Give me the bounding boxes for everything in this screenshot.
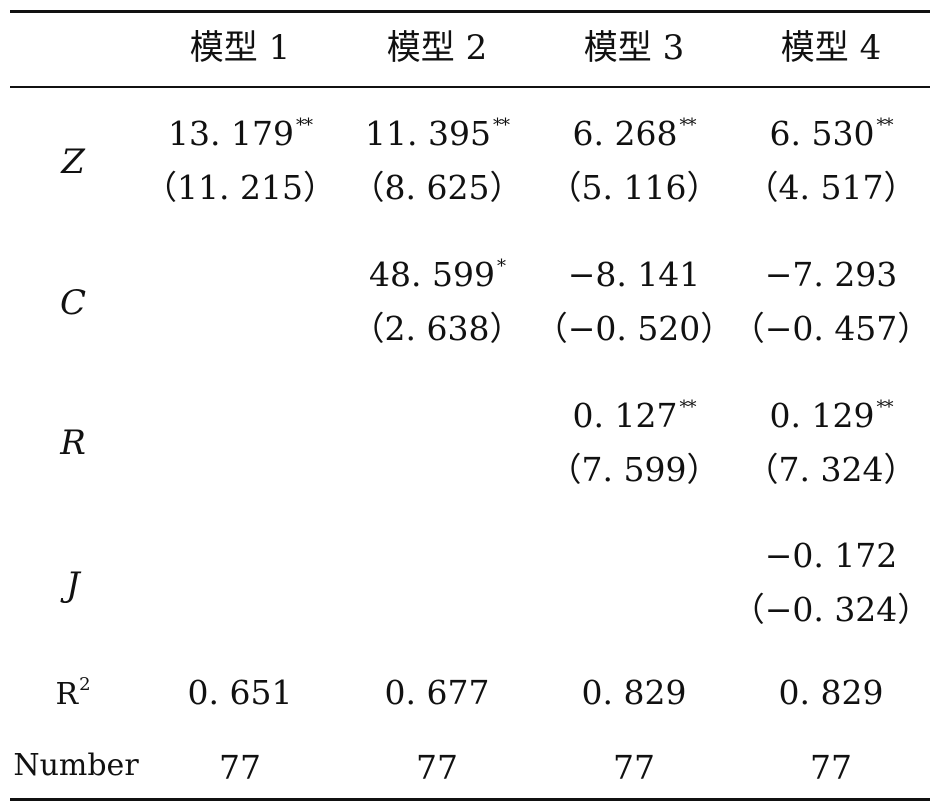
tstat-j-m4: （−0. 324） [731,590,931,629]
tstat-c-m2: （2. 638） [351,309,523,348]
coef-z-m4: 6. 530 ** [769,114,894,153]
r-squared-m2: 0. 677 [384,673,490,712]
tstat-z-m3: （5. 116） [548,168,720,207]
row-label-j: J [66,565,80,605]
number-m2: 77 [416,748,458,787]
row-label-r-squared: R2 [55,674,91,712]
coef-c-m4: −7. 293 [764,255,898,294]
row-label-z: Z [61,142,85,182]
r-squared-m4: 0. 829 [778,673,884,712]
number-m1: 77 [219,748,261,787]
row-label-number: Number [13,748,139,783]
table-top-rule [10,10,930,13]
table-header-rule [10,86,930,88]
tstat-r-m3: （7. 599） [548,450,720,489]
coef-z-m3: 6. 268 ** [572,114,697,153]
tstat-c-m3: （−0. 520） [534,309,734,348]
r-squared-m3: 0. 829 [581,673,687,712]
table-bottom-rule [10,798,930,801]
column-header-model-4: 模型 4 [780,28,882,68]
coef-z-m2: 11. 395 ** [365,114,510,153]
column-header-model-2: 模型 2 [386,28,488,68]
tstat-z-m4: （4. 517） [745,168,917,207]
number-m3: 77 [613,748,655,787]
coef-j-m4: −0. 172 [764,536,898,575]
column-header-model-1: 模型 1 [189,28,291,68]
r-squared-m1: 0. 651 [187,673,293,712]
row-label-c: C [59,283,87,323]
tstat-z-m1: （11. 215） [144,168,336,207]
coef-r-m3: 0. 127 ** [572,396,697,435]
tstat-c-m4: （−0. 457） [731,309,931,348]
tstat-r-m4: （7. 324） [745,450,917,489]
coef-c-m2: 48. 599 * [369,255,506,294]
tstat-z-m2: （8. 625） [351,168,523,207]
coef-r-m4: 0. 129 ** [769,396,894,435]
row-label-r: R [60,423,86,463]
coef-c-m3: −8. 141 [567,255,701,294]
number-m4: 77 [810,748,852,787]
coef-z-m1: 13. 179 ** [168,114,313,153]
column-header-model-3: 模型 3 [583,28,685,68]
